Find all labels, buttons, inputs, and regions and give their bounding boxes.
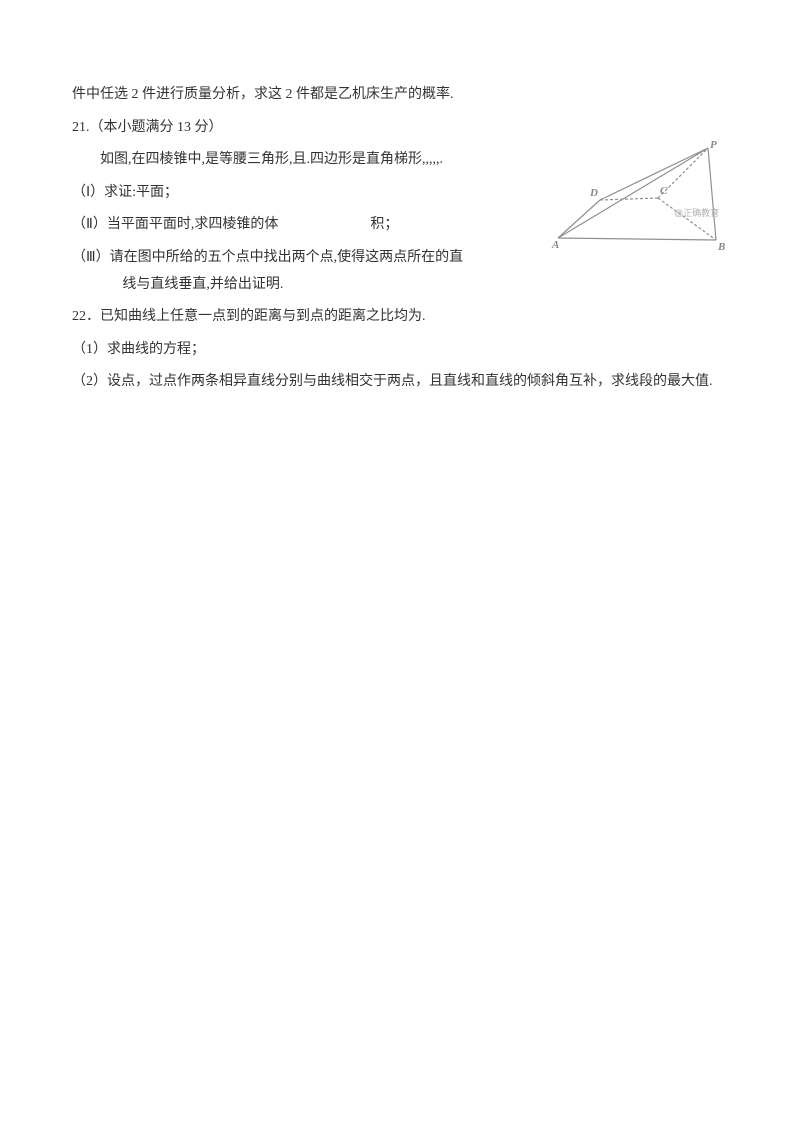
label-P: P bbox=[710, 139, 717, 151]
figure-watermark: @正确教育 bbox=[674, 207, 719, 218]
q21-part3-line2: 线与直线垂直,并给出证明. bbox=[72, 272, 728, 299]
q21-part2-right: 积； bbox=[370, 217, 398, 232]
q20-continuation: 件中任选 2 件进行质量分析，求这 2 件都是乙机床生产的概率. bbox=[72, 82, 728, 109]
label-A: A bbox=[551, 239, 559, 251]
pyramid-svg: A B C D P @正确教育 bbox=[548, 138, 738, 258]
label-D: D bbox=[589, 187, 598, 199]
label-C: C bbox=[660, 185, 668, 197]
label-B: B bbox=[717, 241, 725, 253]
geometry-figure: A B C D P @正确教育 bbox=[548, 138, 738, 258]
q22-stem: 22．已知曲线上任意一点到的距离与到点的距离之比均为. bbox=[72, 304, 728, 331]
q22-part2: （2）设点，过点作两条相异直线分别与曲线相交于两点，且直线和直线的倾斜角互补，求… bbox=[72, 369, 728, 396]
page-content: A B C D P @正确教育 件中任选 2 件进行质量分析，求这 2 件都是乙… bbox=[72, 82, 728, 396]
q21-part2-left: （Ⅱ）当平面平面时,求四棱锥的体 bbox=[72, 217, 278, 232]
q22-part1: （1）求曲线的方程； bbox=[72, 337, 728, 364]
